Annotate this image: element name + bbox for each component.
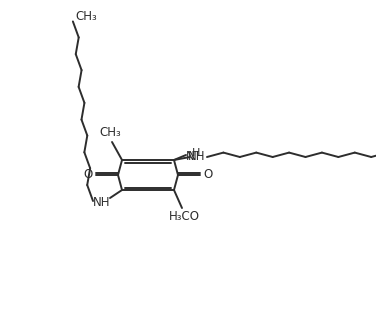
Text: O: O — [83, 169, 92, 182]
Text: H₃CO: H₃CO — [168, 211, 200, 224]
Text: N: N — [186, 150, 194, 163]
Text: CH₃: CH₃ — [75, 10, 97, 23]
Text: O: O — [203, 169, 212, 182]
Text: CH₃: CH₃ — [99, 127, 121, 140]
Text: NH: NH — [93, 197, 111, 210]
Text: H: H — [192, 148, 200, 158]
Text: NH: NH — [188, 150, 206, 163]
